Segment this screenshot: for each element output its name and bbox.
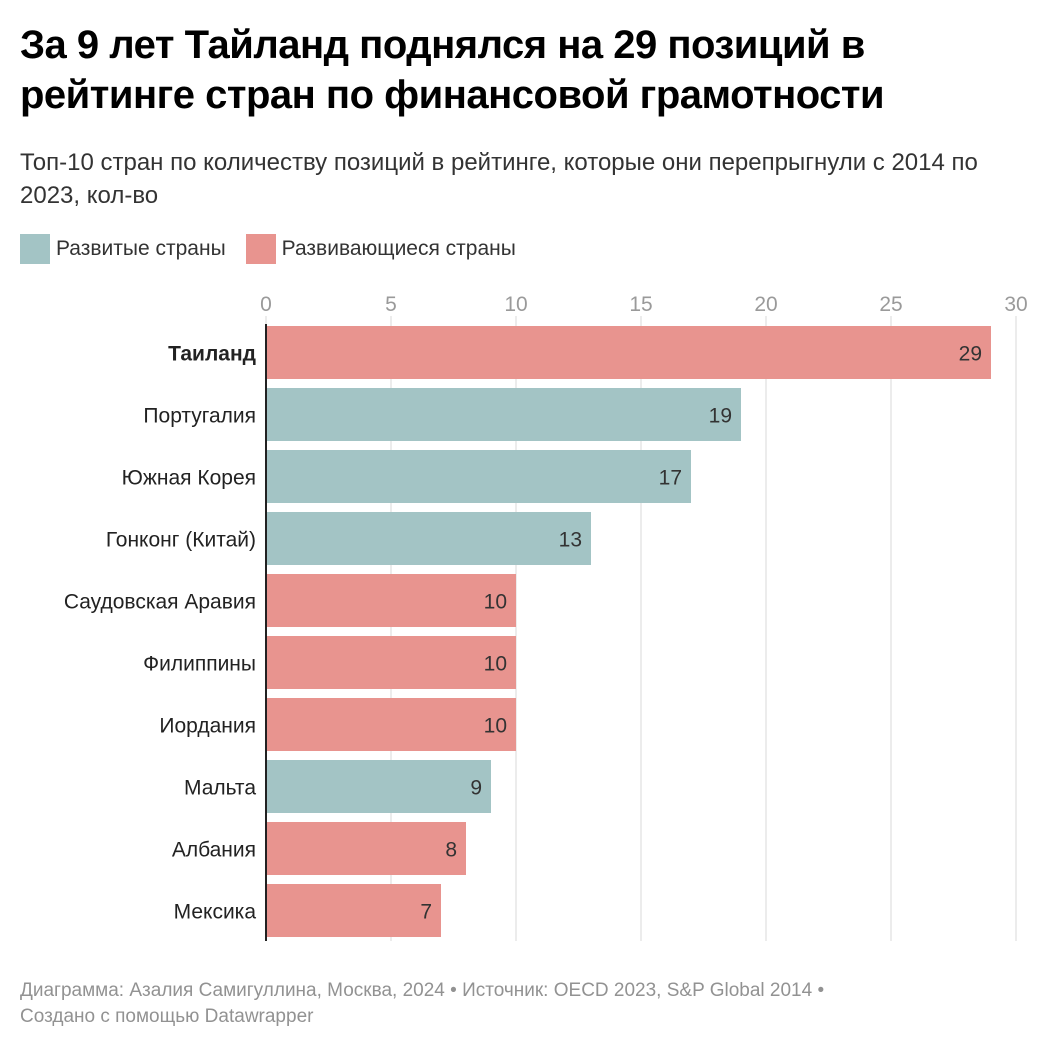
bar-4 xyxy=(266,574,516,627)
value-label-9: 7 xyxy=(420,901,432,924)
legend-label-developing: Развивающиеся страны xyxy=(281,237,516,260)
x-tick-label-0: 0 xyxy=(260,293,272,316)
legend-swatch-developed xyxy=(20,234,50,264)
category-label-0: Таиланд xyxy=(168,343,256,366)
category-label-5: Филиппины xyxy=(143,653,256,676)
value-label-7: 9 xyxy=(470,777,482,800)
footer: Диаграмма: Азалия Самигуллина, Москва, 2… xyxy=(20,978,1020,1030)
legend-item-developed: Развитые страны xyxy=(20,234,226,264)
bar-3 xyxy=(266,512,591,565)
value-label-5: 10 xyxy=(484,653,507,676)
category-label-6: Иордания xyxy=(159,715,256,738)
bar-8 xyxy=(266,822,466,875)
bar-9 xyxy=(266,884,441,937)
value-label-1: 19 xyxy=(709,405,732,428)
bar-7 xyxy=(266,760,491,813)
chart-subtitle: Топ-10 стран по количеству позиций в рей… xyxy=(20,149,978,209)
value-label-3: 13 xyxy=(559,529,582,552)
x-tick-label-30: 30 xyxy=(1004,293,1027,316)
value-label-8: 8 xyxy=(445,839,457,862)
value-label-6: 10 xyxy=(484,715,507,738)
category-label-2: Южная Корея xyxy=(122,467,256,490)
footer-credits: Диаграмма: Азалия Самигуллина, Москва, 2… xyxy=(20,980,825,1001)
bar-1 xyxy=(266,388,741,441)
legend-item-developing: Развивающиеся страны xyxy=(245,234,516,264)
category-label-8: Албания xyxy=(172,839,256,862)
legend-label-developed: Развитые страны xyxy=(56,237,226,260)
legend: Развитые страны Развивающиеся страны xyxy=(20,233,536,265)
x-tick-label-20: 20 xyxy=(754,293,777,316)
bar-2 xyxy=(266,450,691,503)
value-label-0: 29 xyxy=(959,343,982,366)
x-tick-label-15: 15 xyxy=(629,293,652,316)
category-label-4: Саудовская Аравия xyxy=(64,591,256,614)
legend-swatch-developing xyxy=(245,234,276,264)
value-label-4: 10 xyxy=(484,591,507,614)
category-label-1: Португалия xyxy=(143,405,256,428)
footer-created-with: Создано с помощью Datawrapper xyxy=(20,1006,314,1027)
x-tick-label-10: 10 xyxy=(504,293,527,316)
category-label-7: Мальта xyxy=(184,777,256,800)
x-tick-label-25: 25 xyxy=(879,293,902,316)
bar-0 xyxy=(266,326,991,379)
category-label-3: Гонконг (Китай) xyxy=(106,529,256,552)
chart-title: За 9 лет Тайланд поднялся на 29 позиций … xyxy=(20,23,885,117)
bar-chart: 0 5 10 15 20 25 30 Таиланд 29 Португалия 19 Южная К… xyxy=(64,293,1028,941)
bar-6 xyxy=(266,698,516,751)
x-tick-label-5: 5 xyxy=(385,293,397,316)
value-label-2: 17 xyxy=(659,467,682,490)
bar-5 xyxy=(266,636,516,689)
category-label-9: Мексика xyxy=(174,901,257,924)
